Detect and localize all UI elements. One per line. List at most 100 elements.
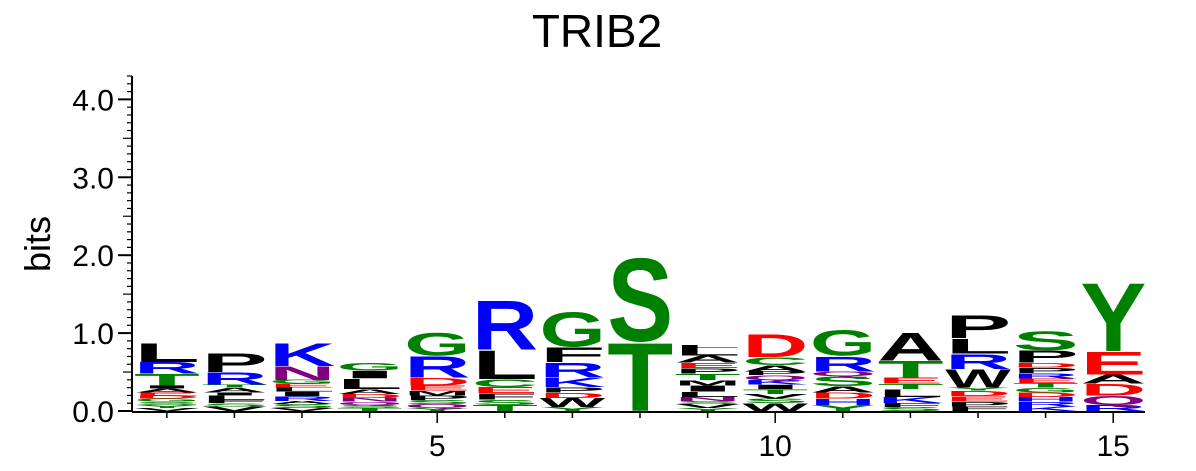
logo-letter-E: E [472,385,538,395]
logo-stacks: VYSGDEAITRLVSFLIATRPVSARILEGNKTSQNDALIGY… [134,234,1146,432]
logo-letter-R: R [134,359,200,377]
logo-letter-V: V [269,407,335,412]
y-axis: 0.0 1.0 2.0 3.0 4.0 [72,75,133,429]
logo-letter-L: L [202,394,268,401]
logo-letter-A: A [810,384,876,394]
logo-letter-W: W [540,395,607,410]
logo-letter-L: L [675,344,741,349]
logo-letter-D: D [742,328,808,364]
logo-letter-Y: Y [134,404,200,409]
logo-letter-P: P [945,400,1011,407]
logo-letter-R: R [810,352,876,376]
logo-letter-N: N [337,397,403,403]
logo-letter-Y: Y [675,407,741,412]
logo-letter-T: T [607,323,673,432]
logo-letter-L: L [878,387,944,399]
logo-letter-P: P [675,367,741,376]
logo-letter-G: G [404,326,470,362]
y-tick-label: 2.0 [72,240,114,273]
logo-letter-F: F [945,405,1011,412]
logo-letter-D: D [134,395,200,400]
logo-letter-I: I [675,384,741,394]
logo-letter-A: A [134,387,200,393]
logo-letter-D: D [1013,391,1079,398]
logo-letter-E: E [1013,377,1079,384]
logo-letter-A: A [269,400,335,405]
logo-letter-L: L [675,346,741,358]
logo-letter-P: P [1013,366,1079,375]
logo-letter-Y: Y [810,403,876,413]
logo-letter-Y: Y [404,407,470,412]
logo-letter-E: E [404,384,470,393]
logo-letter-S: S [878,406,944,412]
logo-letter-M: M [404,390,470,397]
y-tick-label: 3.0 [72,162,114,195]
stack-position-8: TS [607,234,673,432]
logo-letter-S: S [607,234,673,367]
logo-letter-T: T [472,403,538,413]
logo-letter-D: D [810,391,876,401]
logo-letter-R: R [540,358,606,382]
logo-letter-M: M [675,378,741,386]
logo-letter-K: K [1013,405,1079,412]
logo-letter-Q: Q [810,370,876,377]
logo-letter-S: S [472,398,538,407]
logo-letter-P: P [202,348,268,378]
logo-letter-T: T [742,388,808,395]
logo-letter-D: D [1013,361,1079,368]
logo-letter-S: S [675,400,741,405]
logo-letter-G: G [810,323,876,363]
logo-letter-D: D [404,375,470,387]
logo-letter-L: L [337,376,403,393]
logo-letter-P: P [742,370,808,376]
logo-letter-T: T [1013,382,1079,389]
logo-letter-H: H [1013,396,1079,403]
logo-letter-T: T [878,382,944,390]
logo-letter-V: V [134,407,200,412]
logo-letter-L: L [472,342,538,388]
logo-letter-Y: Y [540,406,606,412]
logo-letter-N: N [269,362,335,384]
logo-letter-S: S [202,402,268,407]
logo-letter-D: D [1080,381,1146,399]
logo-letter-C: C [472,377,538,389]
chart-title: TRIB2 [532,5,662,57]
logo-letter-R: R [202,369,268,388]
logo-letter-F: F [878,402,944,408]
logo-letter-I: I [134,384,200,389]
x-axis: 5 10 15 [132,411,1145,463]
x-tick-label: 5 [429,430,446,463]
logo-letter-D: D [540,391,606,400]
logo-letter-A: A [878,324,944,369]
logo-letter-N: N [675,396,741,402]
logo-letter-T: T [134,371,200,389]
logo-letter-I: I [742,383,808,390]
x-tick-label: 10 [759,430,792,463]
logo-letter-R: R [1080,403,1146,413]
logo-letter-R: R [1013,371,1079,380]
logo-letter-P: P [404,394,470,401]
logo-letter-P: P [540,385,606,394]
logo-letter-A: A [337,388,403,395]
logo-letter-T: T [878,356,944,383]
y-tick-label: 1.0 [72,318,114,351]
logo-letter-S: S [1013,326,1079,356]
logo-letter-F: F [540,342,606,366]
logo-letter-R: R [945,350,1011,374]
logo-letter-E: E [878,376,944,386]
logo-letter-S: S [810,373,876,389]
logo-letter-I: I [202,392,268,397]
logo-letter-Y: Y [1080,263,1146,372]
logo-letter-L: L [269,387,335,393]
logo-letter-S: S [404,399,470,405]
logo-letter-T: T [675,372,741,382]
logo-letter-G: G [337,361,403,373]
logo-letter-R: R [404,350,470,384]
